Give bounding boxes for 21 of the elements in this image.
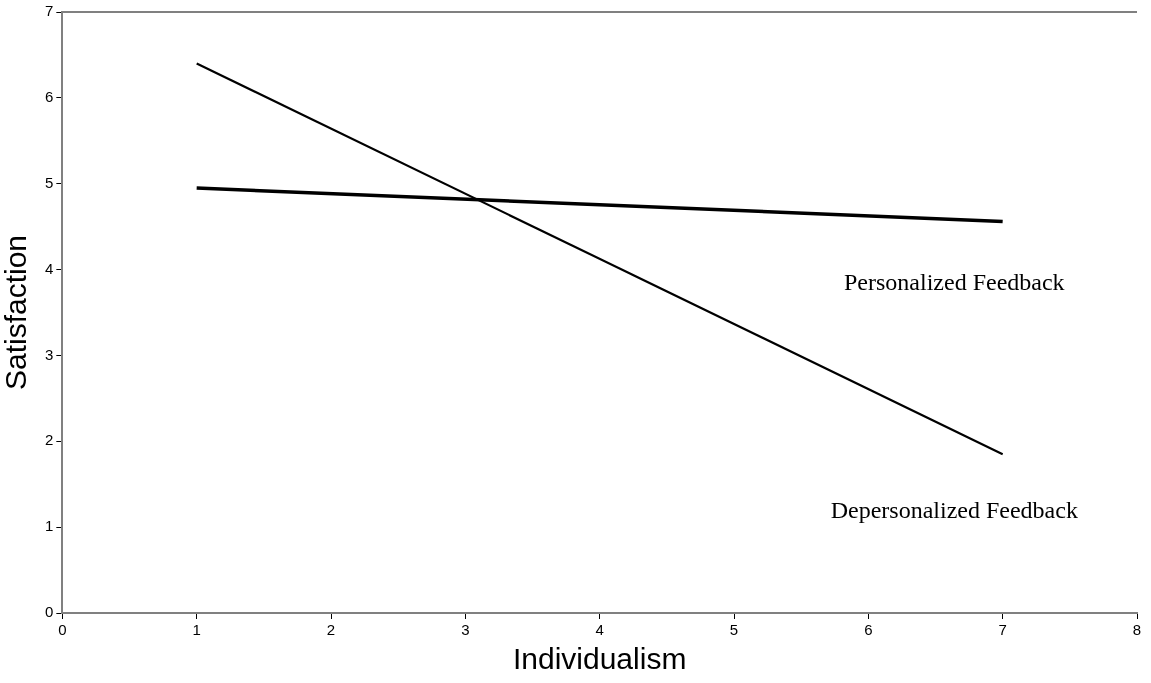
- x-tick-label: 7: [998, 621, 1007, 639]
- y-tick-label: 1: [45, 517, 54, 535]
- text: Depersonalized Feedback: [830, 497, 1078, 524]
- x-tick-label: 4: [595, 621, 604, 639]
- x-tick-label: 1: [192, 621, 201, 639]
- y-tick-label: 7: [45, 2, 54, 20]
- x-tick-label: 3: [461, 621, 470, 639]
- text: Personalized Feedback: [844, 268, 1065, 295]
- x-tick-label: 8: [1132, 621, 1142, 639]
- y-axis-title: Satisfaction: [0, 234, 33, 391]
- y-tick-label: 4: [45, 259, 54, 277]
- x-tick-label: 5: [729, 621, 739, 639]
- y-tick-label: 0: [45, 603, 54, 621]
- y-tick-label: 5: [45, 173, 54, 191]
- x-tick-label: 6: [864, 621, 873, 639]
- y-tick-label: 6: [45, 88, 54, 105]
- y-tick-label: 3: [45, 345, 54, 363]
- y-tick-label: 2: [45, 431, 54, 449]
- x-axis-title: Individualism: [512, 642, 687, 676]
- x-tick-label: 2: [326, 621, 336, 639]
- x-tick-label: 0: [58, 621, 67, 639]
